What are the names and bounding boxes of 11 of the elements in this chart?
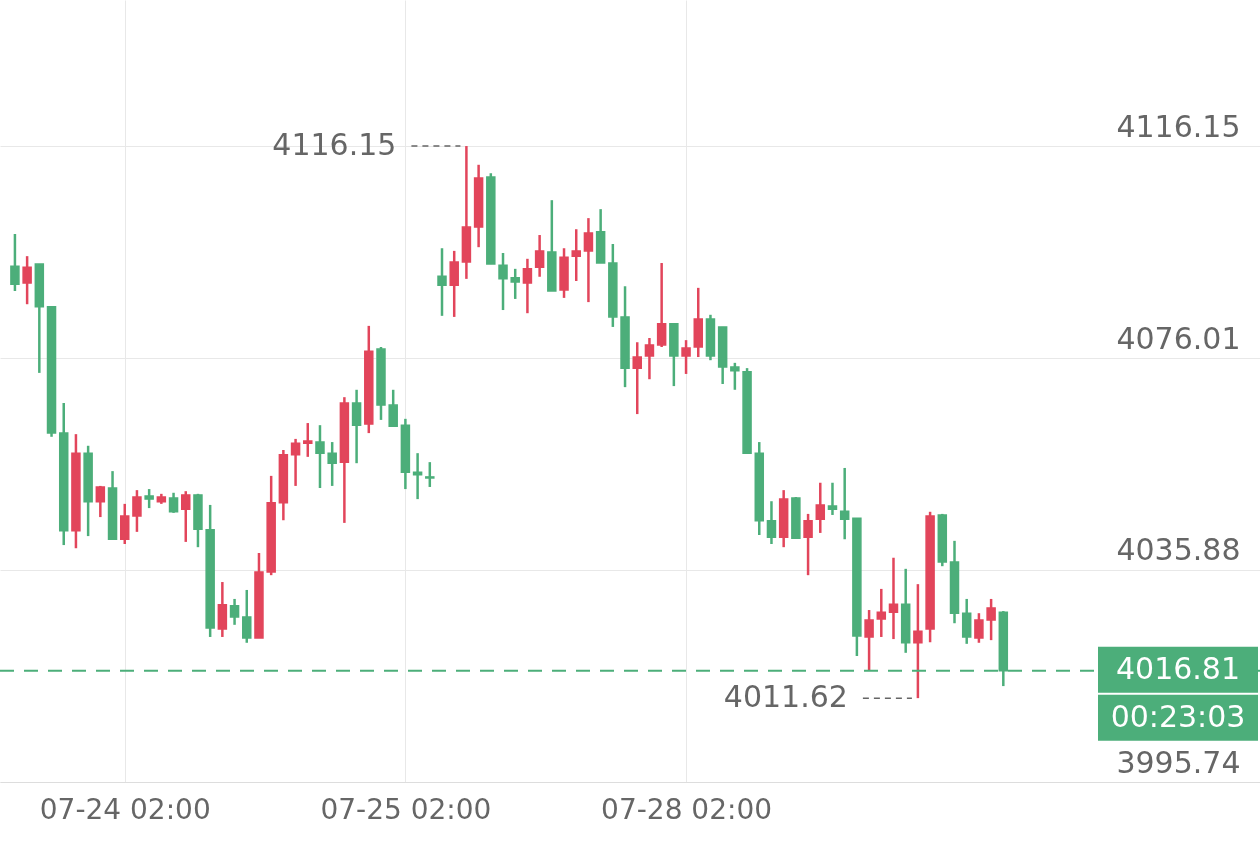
x-tick-label: 07-28 02:00 [601, 792, 773, 826]
y-tick-label: 4076.01 [1116, 320, 1241, 356]
ref-line-label: 4016.81 [1115, 650, 1241, 686]
y-tick-label: 4116.15 [1116, 108, 1241, 144]
y-tick-label: 4035.88 [1116, 532, 1241, 568]
x-tick-label: 07-24 02:00 [39, 792, 211, 826]
text: 00:23:03 [1110, 698, 1246, 734]
annotation: 4011.62 [723, 679, 848, 715]
y-tick-label: 3995.74 [1116, 744, 1241, 780]
annotation: 4116.15 [272, 127, 397, 163]
x-tick-label: 07-25 02:00 [320, 792, 492, 826]
